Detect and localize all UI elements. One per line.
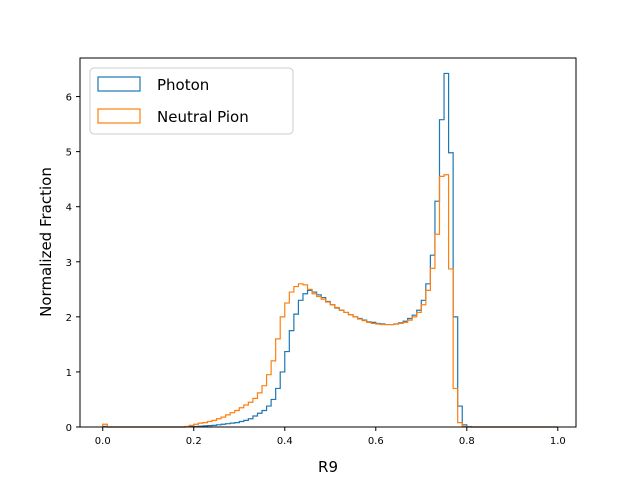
legend-frame — [89, 67, 294, 135]
y-tick-label: 5 — [66, 148, 72, 159]
axes-frame — [79, 57, 577, 428]
y-tick-label: 4 — [66, 203, 72, 214]
legend-label: Photon — [157, 76, 209, 94]
legend: Photon Neutral Pion — [89, 67, 294, 135]
y-tick-label: 0 — [66, 423, 72, 434]
y-tick-label: 3 — [66, 258, 72, 269]
x-tick-label: 1.0 — [550, 436, 566, 447]
x-tick-label: 0.0 — [95, 436, 111, 447]
x-tick-label: 0.2 — [186, 436, 202, 447]
axes: 0.0 0.2 0.4 0.6 0.8 1.0 0 1 2 3 4 5 6 — [66, 57, 577, 447]
y-axis-title: Normalized Fraction — [37, 167, 55, 317]
legend-swatch — [97, 108, 141, 124]
histogram-series-neutral-pion — [102, 174, 558, 428]
legend-swatch — [97, 76, 141, 92]
y-tick-label: 1 — [66, 368, 72, 379]
x-tick-label: 0.4 — [277, 436, 293, 447]
x-tick-label: 0.8 — [459, 436, 475, 447]
legend-label: Neutral Pion — [157, 108, 249, 126]
x-axis-title: R9 — [318, 458, 338, 476]
y-tick-label: 6 — [66, 93, 72, 104]
plot-area — [102, 72, 558, 428]
y-tick-label: 2 — [66, 313, 72, 324]
x-tick-label: 0.6 — [368, 436, 384, 447]
